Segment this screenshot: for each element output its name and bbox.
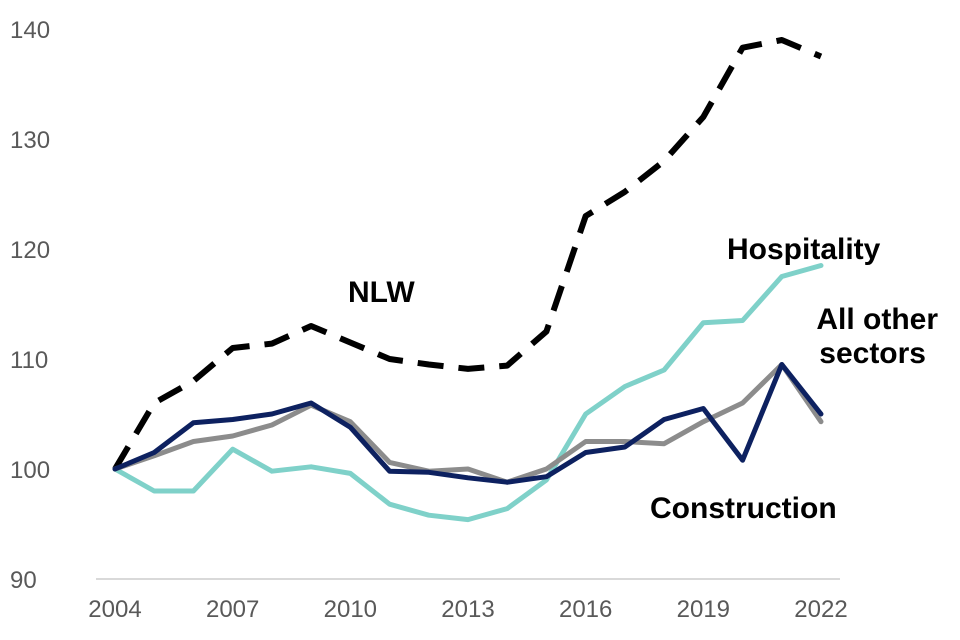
y-tick-label: 90 (10, 567, 37, 594)
series-line-hospitality (112, 263, 824, 523)
x-tick-label: 2016 (559, 596, 612, 623)
series-lines (112, 37, 824, 523)
y-axis-ticks: 90 100 110 120 130 140 (10, 17, 50, 594)
x-tick-label: 2007 (206, 596, 259, 623)
x-tick-label: 2004 (88, 596, 141, 623)
label-sectors: sectors (819, 337, 926, 370)
y-tick-label: 120 (10, 237, 50, 264)
y-tick-label: 110 (10, 347, 48, 374)
label-construction: Construction (650, 492, 837, 525)
y-tick-label: 140 (10, 17, 50, 44)
y-tick-label: 130 (10, 127, 50, 154)
label-nlw: NLW (348, 276, 415, 309)
series-line-nlw (112, 37, 823, 471)
series-line-all-other-sectors (112, 362, 824, 485)
label-all-other: All other (816, 303, 938, 336)
x-tick-label: 2010 (324, 596, 377, 623)
label-hospitality: Hospitality (727, 233, 881, 266)
x-tick-label: 2019 (677, 596, 730, 623)
y-tick-label: 100 (10, 457, 50, 484)
x-axis-ticks: 2004 2007 2010 2013 2016 2019 2022 (88, 596, 847, 623)
x-tick-label: 2022 (794, 596, 847, 623)
x-tick-label: 2013 (441, 596, 494, 623)
series-line-construction (112, 362, 824, 485)
